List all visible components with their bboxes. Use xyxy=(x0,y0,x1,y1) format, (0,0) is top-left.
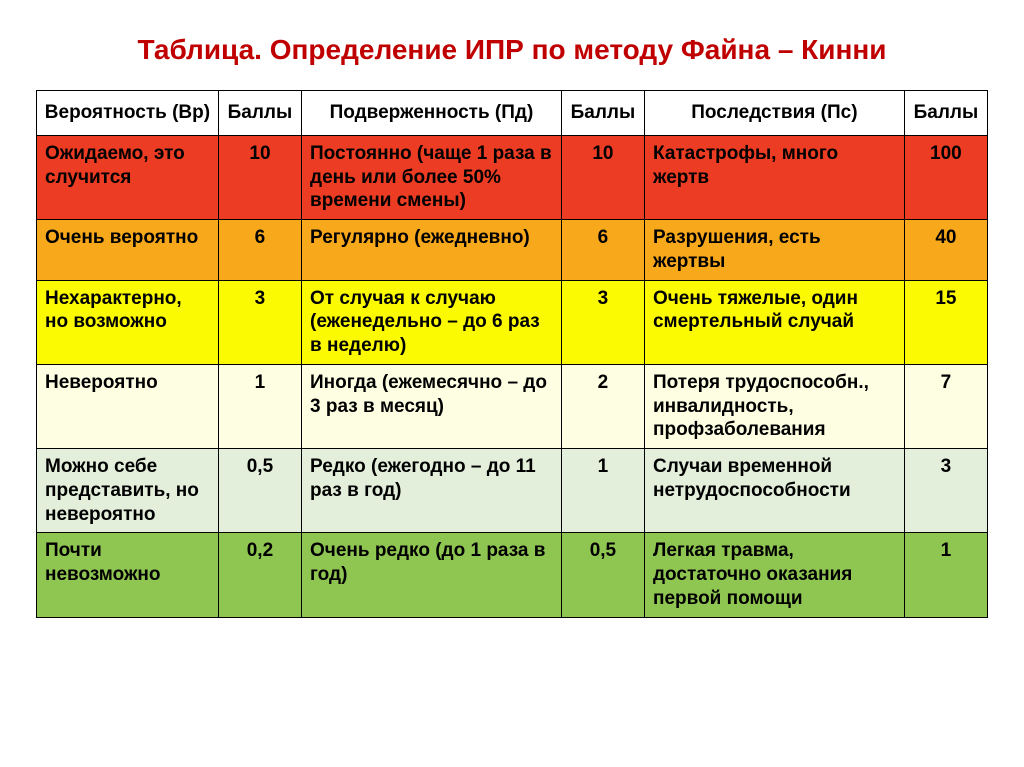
cell-probability: Очень вероятно xyxy=(37,220,219,281)
cell-prob_points: 6 xyxy=(218,220,301,281)
cell-probability: Почти невозможно xyxy=(37,533,219,617)
cell-prob_points: 0,2 xyxy=(218,533,301,617)
cell-exposure: Очень редко (до 1 раза в год) xyxy=(302,533,562,617)
cell-exp_points: 2 xyxy=(561,364,644,448)
table-row: Нехарактерно, но возможно3От случая к сл… xyxy=(37,280,988,364)
cell-exp_points: 1 xyxy=(561,449,644,533)
cell-exposure: Постоянно (чаще 1 раза в день или более … xyxy=(302,135,562,219)
cell-cons_points: 40 xyxy=(904,220,987,281)
cell-probability: Нехарактерно, но возможно xyxy=(37,280,219,364)
col-cons-points: Баллы xyxy=(904,91,987,136)
cell-exp_points: 10 xyxy=(561,135,644,219)
cell-consequence: Разрушения, есть жертвы xyxy=(644,220,904,281)
cell-exposure: Иногда (ежемесячно – до 3 раз в месяц) xyxy=(302,364,562,448)
cell-probability: Невероятно xyxy=(37,364,219,448)
cell-prob_points: 0,5 xyxy=(218,449,301,533)
table-row: Можно себе представить, но невероятно0,5… xyxy=(37,449,988,533)
cell-exp_points: 3 xyxy=(561,280,644,364)
col-exp-points: Баллы xyxy=(561,91,644,136)
cell-cons_points: 100 xyxy=(904,135,987,219)
cell-probability: Ожидаемо, это случится xyxy=(37,135,219,219)
col-probability: Вероятность (Вр) xyxy=(37,91,219,136)
cell-exposure: От случая к случаю (еженедельно – до 6 р… xyxy=(302,280,562,364)
table-row: Невероятно1Иногда (ежемесячно – до 3 раз… xyxy=(37,364,988,448)
table-row: Очень вероятно6Регулярно (ежедневно)6Раз… xyxy=(37,220,988,281)
cell-consequence: Потеря трудоспособн., инвалидность, проф… xyxy=(644,364,904,448)
col-consequence: Последствия (Пс) xyxy=(644,91,904,136)
cell-consequence: Катастрофы, много жертв xyxy=(644,135,904,219)
col-exposure: Подверженность (Пд) xyxy=(302,91,562,136)
cell-consequence: Случаи временной нетрудоспособности xyxy=(644,449,904,533)
cell-consequence: Очень тяжелые, один смертельный случай xyxy=(644,280,904,364)
table-header-row: Вероятность (Вр) Баллы Подверженность (П… xyxy=(37,91,988,136)
page-title: Таблица. Определение ИПР по методу Файна… xyxy=(36,34,988,66)
cell-prob_points: 10 xyxy=(218,135,301,219)
table-row: Ожидаемо, это случится10Постоянно (чаще … xyxy=(37,135,988,219)
cell-consequence: Легкая травма, достаточно оказания перво… xyxy=(644,533,904,617)
cell-exposure: Регулярно (ежедневно) xyxy=(302,220,562,281)
table-row: Почти невозможно0,2Очень редко (до 1 раз… xyxy=(37,533,988,617)
col-prob-points: Баллы xyxy=(218,91,301,136)
cell-exposure: Редко (ежегодно – до 11 раз в год) xyxy=(302,449,562,533)
cell-probability: Можно себе представить, но невероятно xyxy=(37,449,219,533)
cell-exp_points: 0,5 xyxy=(561,533,644,617)
cell-cons_points: 1 xyxy=(904,533,987,617)
cell-prob_points: 1 xyxy=(218,364,301,448)
risk-table: Вероятность (Вр) Баллы Подверженность (П… xyxy=(36,90,988,618)
cell-exp_points: 6 xyxy=(561,220,644,281)
cell-cons_points: 3 xyxy=(904,449,987,533)
cell-prob_points: 3 xyxy=(218,280,301,364)
cell-cons_points: 15 xyxy=(904,280,987,364)
cell-cons_points: 7 xyxy=(904,364,987,448)
